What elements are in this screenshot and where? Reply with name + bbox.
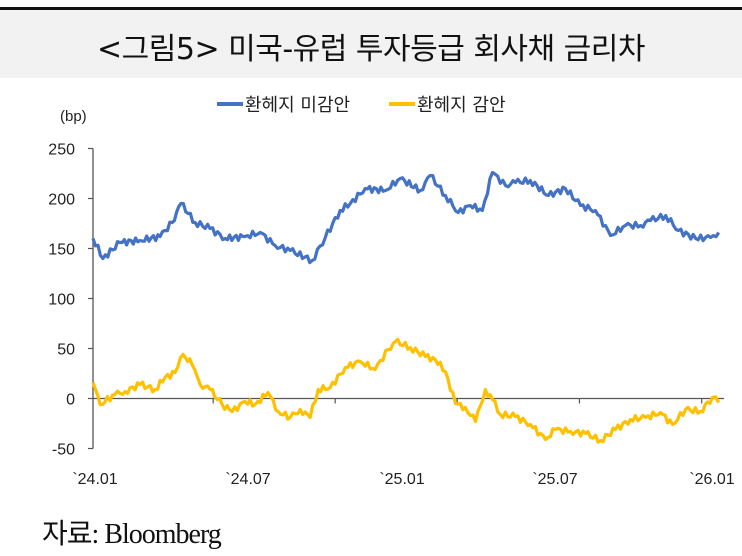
chart-title: <그림5> 미국-유럽 투자등급 회사채 금리차 [97,32,645,67]
y-tick-label: 0 [66,392,75,409]
series-line-hedged [91,337,721,444]
x-tick-label: `25.07 [532,471,577,488]
y-tick-label: 150 [48,242,75,259]
x-tick-label: `24.01 [72,471,117,488]
series-line-unhedged [91,170,721,265]
y-tick-label: 250 [48,142,75,159]
y-tick-label: 100 [48,292,75,309]
y-tick-label: 50 [57,342,75,359]
source-note: 자료: Bloomberg [42,519,222,550]
title-bar [0,10,742,78]
y-tick-label: 200 [48,192,75,209]
y-tick-label: -50 [52,442,75,459]
x-tick-label: `26.01 [689,471,734,488]
y-axis-unit: (bp) [60,108,87,125]
title-top-border [0,7,742,10]
legend-label-unhedged: 환헤지 미감안 [245,95,350,116]
x-tick-label: `25.01 [379,471,424,488]
legend-label-hedged: 환헤지 감안 [417,95,506,116]
legend: 환헤지 미감안 환헤지 감안 [217,95,506,116]
x-tick-label: `24.07 [225,471,270,488]
